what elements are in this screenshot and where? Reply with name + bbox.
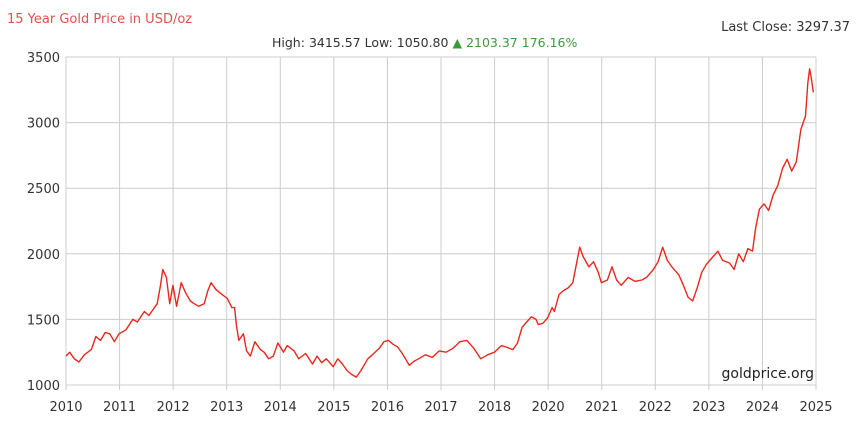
- y-tick-label: 2000: [27, 248, 60, 263]
- last-close-value: 3297.37: [796, 20, 850, 35]
- x-tick-label: 2011: [103, 400, 136, 415]
- x-tick-label: 2010: [49, 400, 82, 415]
- high-value: 3415.57: [308, 35, 361, 50]
- low-label: Low:: [364, 35, 393, 50]
- price-line: [65, 68, 814, 378]
- x-tick-label: 2015: [317, 400, 350, 415]
- x-tick-label: 2013: [210, 400, 243, 415]
- x-tick-label: 2021: [585, 400, 618, 415]
- chart-title: 15 Year Gold Price in USD/oz: [7, 12, 193, 27]
- change-value: 2103.37: [466, 35, 518, 50]
- x-tick-label: 2022: [639, 400, 672, 415]
- x-tick-label: 2018: [478, 400, 511, 415]
- grid-lines: [65, 56, 817, 390]
- y-tick-label: 1500: [27, 313, 60, 328]
- watermark: goldprice.org: [722, 366, 814, 382]
- high-label: High:: [272, 35, 305, 50]
- up-arrow-icon: ▲: [452, 35, 463, 50]
- x-tick-label: 2024: [746, 400, 779, 415]
- x-tick-label: 2025: [799, 400, 832, 415]
- x-tick-label: 2020: [532, 400, 565, 415]
- y-tick-label: 3500: [27, 51, 60, 66]
- last-close-label: Last Close:: [721, 20, 793, 35]
- y-axis: 1000 1500 2000 2500 3000 3500: [27, 51, 60, 394]
- x-tick-label: 2016: [371, 400, 404, 415]
- y-tick-label: 3000: [27, 117, 60, 132]
- x-tick-label: 2012: [157, 400, 190, 415]
- x-axis: 2010 2011 2012 2013 2014 2015 2016 2017 2018 2020…: [49, 400, 832, 415]
- x-tick-label: 2014: [264, 400, 297, 415]
- change-percent: 176.16%: [521, 35, 578, 50]
- y-tick-label: 2500: [27, 182, 60, 197]
- low-value: 1050.80: [396, 35, 449, 50]
- x-tick-label: 2017: [424, 400, 457, 415]
- x-tick-label: 2023: [692, 400, 725, 415]
- price-stats: High: 3415.57 Low: 1050.80 ▲ 2103.37 176…: [272, 35, 577, 50]
- last-close: Last Close: 3297.37: [721, 20, 850, 35]
- y-tick-label: 1000: [27, 379, 60, 394]
